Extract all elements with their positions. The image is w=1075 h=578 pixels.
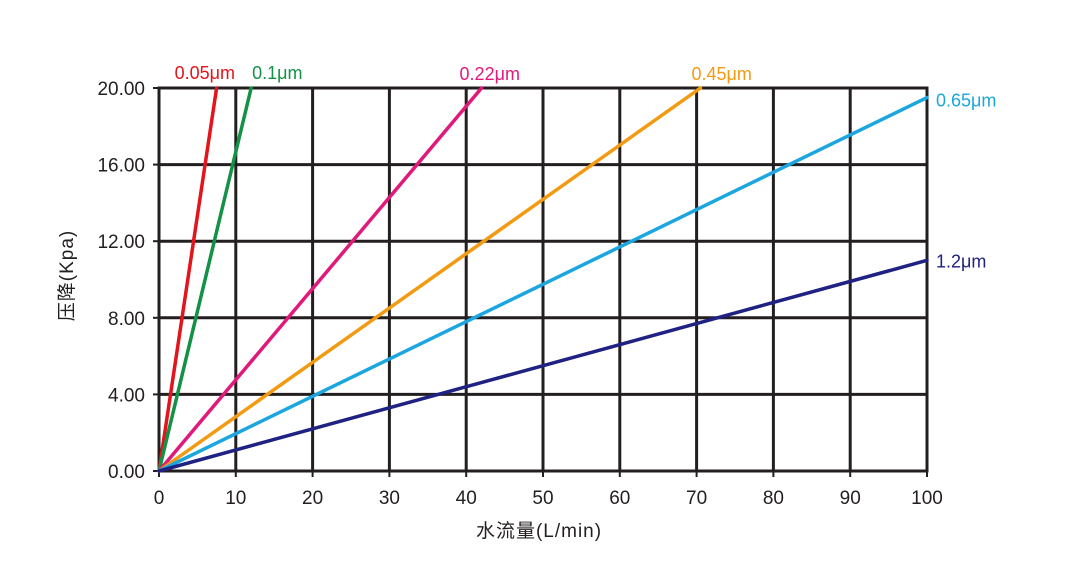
x-tick-label: 10 [225, 488, 246, 509]
x-tick-label: 20 [302, 488, 323, 509]
plot-frame [153, 86, 929, 477]
x-tick-label: 90 [840, 488, 861, 509]
series-label-0-45-m: 0.45μm [691, 64, 751, 84]
y-tick-label: 20.00 [97, 79, 145, 100]
x-axis-label: 水流量(L/min) [476, 520, 602, 542]
y-tick-label: 8.00 [108, 309, 145, 330]
series-label-1-2-m: 1.2μm [936, 251, 986, 271]
x-tick-label: 100 [911, 488, 943, 509]
x-tick-label: 60 [609, 488, 630, 509]
series-line-0-65-m [157, 95, 929, 473]
x-tick-label: 50 [532, 488, 553, 509]
series-label-0-1-m: 0.1μm [252, 63, 302, 83]
y-tick-label: 16.00 [97, 156, 145, 177]
series-label-0-65-m: 0.65μm [936, 91, 996, 111]
x-tick-label: 30 [379, 488, 400, 509]
series-line-0-45-m [157, 86, 703, 473]
y-tick-label: 4.00 [108, 385, 145, 406]
tick-labels: 0 10 20 30 40 50 60 70 80 90 100 0.00 4.00 8.00 12.00 1… [97, 79, 942, 509]
series-labels: 0.05μm 0.1μm 0.22μm 0.45μm 0.65μm 1.2μm [175, 63, 997, 271]
y-tick-label: 0.00 [108, 462, 145, 483]
y-axis-label: 压降(Kpa) [56, 230, 78, 321]
x-tick-label: 80 [763, 488, 784, 509]
series-line-0-1-m [157, 86, 253, 473]
x-tick-label: 0 [154, 488, 165, 509]
series-lines [157, 86, 929, 473]
series-label-0-22-m: 0.22μm [460, 64, 520, 84]
series-line-0-05-m [157, 86, 219, 473]
series-line-1-2-m [157, 258, 929, 473]
series-line-0-22-m [157, 86, 484, 473]
series-label-0-05-m: 0.05μm [175, 63, 235, 83]
y-tick-label: 12.00 [97, 232, 145, 253]
x-tick-label: 40 [456, 488, 477, 509]
x-tick-label: 70 [686, 488, 707, 509]
